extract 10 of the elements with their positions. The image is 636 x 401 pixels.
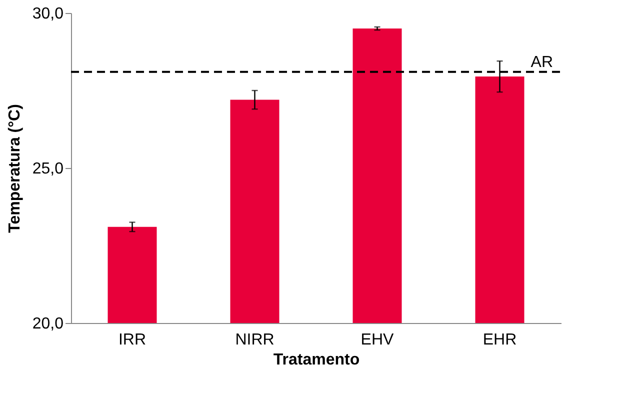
ref-line-label: AR <box>530 54 553 71</box>
x-axis-title: Tratamento <box>273 352 360 368</box>
y-tick-label: 30,0 <box>32 6 64 22</box>
y-axis-title: Temperatura (°C) <box>6 104 24 233</box>
x-tick-label: EHV <box>360 332 394 348</box>
y-tick-label: 25,0 <box>32 160 64 178</box>
x-tick-label: EHR <box>482 332 517 348</box>
y-tick-label: 20,0 <box>32 316 64 332</box>
x-tick-label: IRR <box>118 332 146 348</box>
x-tick-label: NIRR <box>235 332 274 348</box>
